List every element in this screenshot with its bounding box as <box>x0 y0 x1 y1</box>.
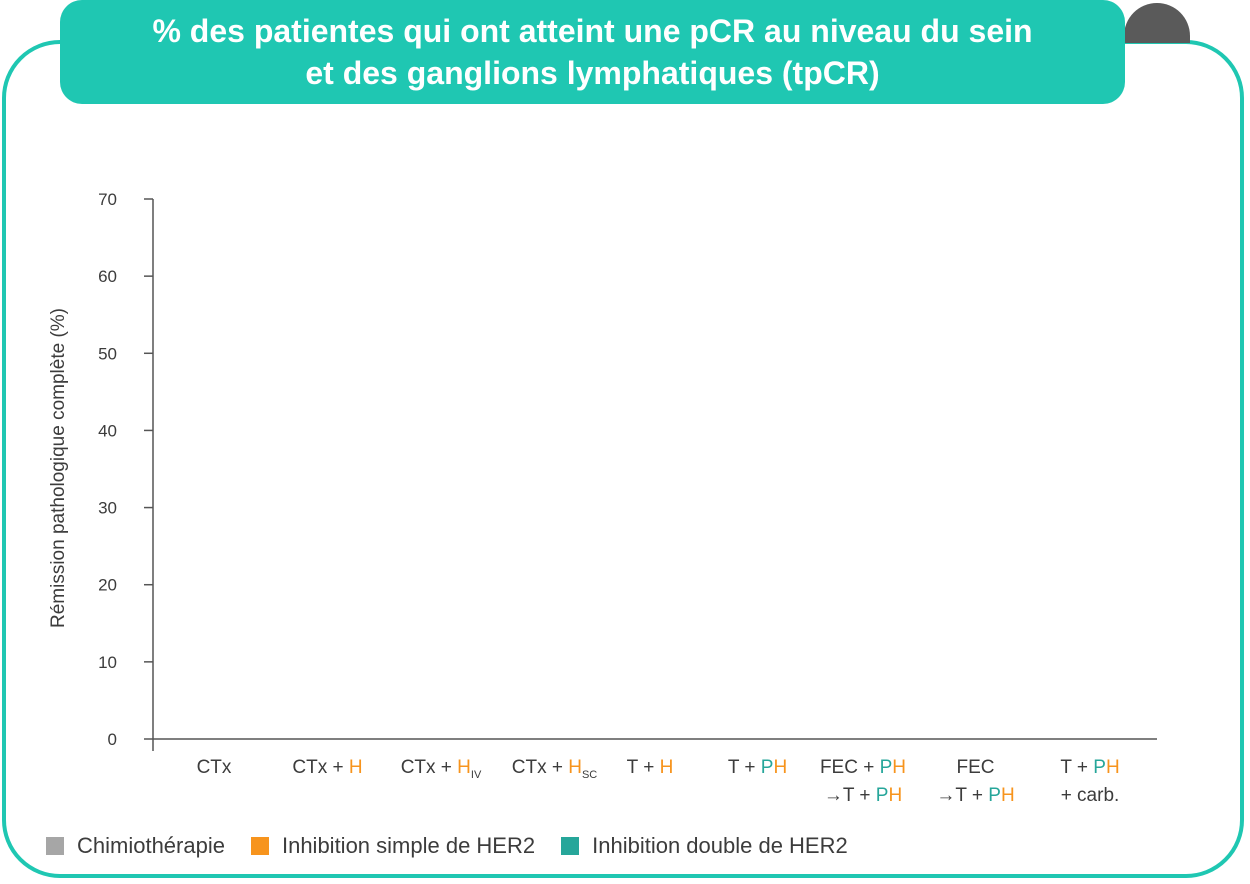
title-line-1: % des patientes qui ont atteint une pCR … <box>152 13 1033 49</box>
legend-label-chemotherapy: Chimiothérapie <box>77 833 225 858</box>
legend-swatch-double-her2 <box>561 837 580 855</box>
x-tick-label: →T + PH <box>824 785 902 806</box>
legend-item-double-her2: Inhibition double de HER2 <box>561 833 848 859</box>
title-line-2: et des ganglions lymphatiques (tpCR) <box>305 55 880 91</box>
x-tick-label: FEC + PH <box>820 757 906 778</box>
x-tick-label: CTx <box>197 757 232 778</box>
x-tick-label: CTx + HSC <box>512 757 598 781</box>
chart-title: % des patientes qui ont atteint une pCR … <box>60 0 1125 104</box>
legend-swatch-single-her2 <box>250 837 269 855</box>
x-tick-label: T + H <box>627 757 674 778</box>
chart-axes <box>144 198 1157 751</box>
x-tick-label: T + PH <box>728 757 787 778</box>
x-tick-labels: CTx CTx + H CTx + HIV CTx + HSC T + H T + PH F… <box>197 757 1120 806</box>
legend: Chimiothérapie Inhibition simple de HER2… <box>46 833 874 859</box>
y-tick-label: 70 <box>98 190 117 209</box>
legend-item-chemotherapy: Chimiothérapie <box>46 833 225 859</box>
y-tick-label: 50 <box>98 344 117 363</box>
legend-item-single-her2: Inhibition simple de HER2 <box>250 833 536 859</box>
y-tick-label: 20 <box>98 576 117 595</box>
y-tick-label: 60 <box>98 267 117 286</box>
y-tick-label: 30 <box>98 499 117 518</box>
x-tick-label: T + PH <box>1060 757 1119 778</box>
y-tick-labels: 0 10 20 30 40 50 60 70 <box>98 190 117 749</box>
y-axis-label: Rémission pathologique complète (%) <box>48 308 69 628</box>
x-tick-label: FEC <box>957 757 995 778</box>
y-tick-label: 10 <box>98 653 117 672</box>
x-tick-label: →T + PH <box>936 785 1014 806</box>
legend-label-double-her2: Inhibition double de HER2 <box>592 833 848 858</box>
y-tick-label: 0 <box>108 730 117 749</box>
legend-swatch-chemotherapy <box>46 837 64 855</box>
y-tick-label: 40 <box>98 421 117 440</box>
x-tick-label: + carb. <box>1061 785 1120 806</box>
x-tick-label: CTx + H <box>292 757 362 778</box>
x-tick-label: CTx + HIV <box>401 757 482 781</box>
legend-label-single-her2: Inhibition simple de HER2 <box>281 833 536 858</box>
